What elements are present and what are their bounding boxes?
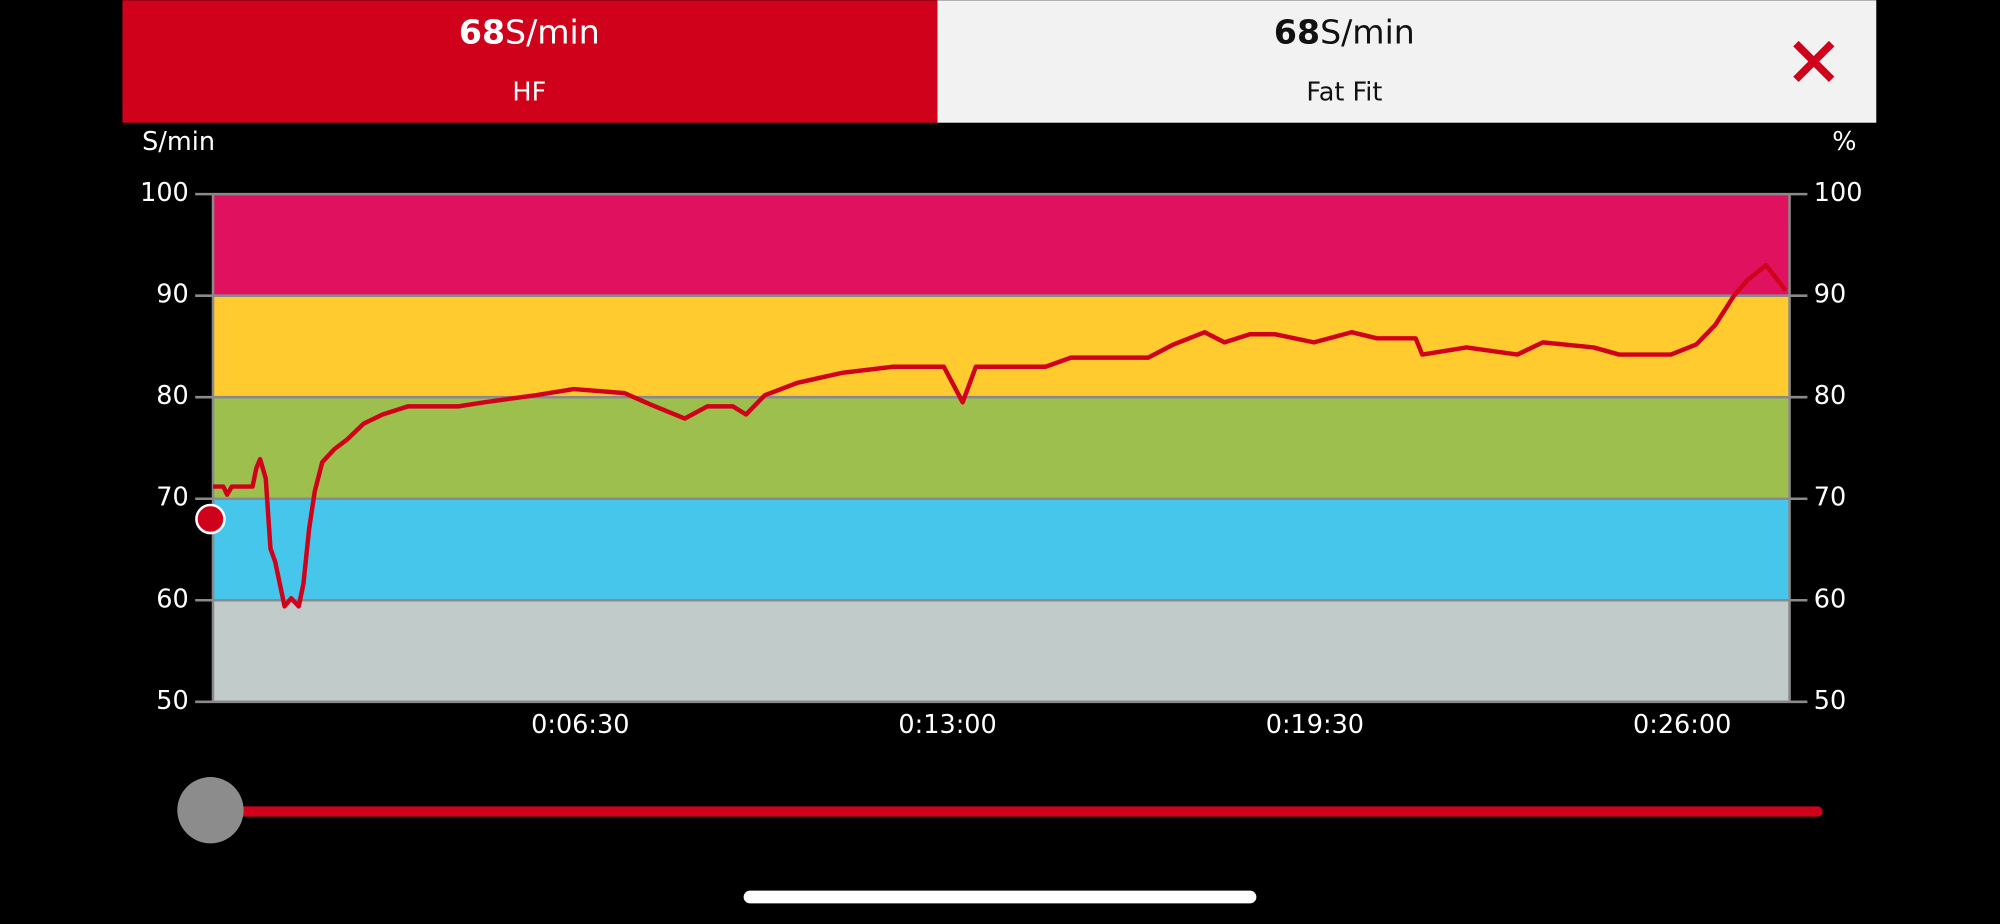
fatfit-label: Fat Fit: [1306, 77, 1382, 107]
y2-tick-label: 70: [1814, 483, 1846, 513]
y2-tick-label: 50: [1814, 686, 1846, 716]
close-button[interactable]: [1793, 40, 1835, 83]
current-marker: [195, 503, 226, 535]
y-axis-title: S/min: [142, 127, 215, 157]
y2-tick-label: 100: [1814, 178, 1863, 208]
zone-band: [213, 295, 1790, 398]
hr-line: [213, 262, 1788, 609]
zone-band: [213, 600, 1790, 702]
hf-label: HF: [512, 77, 546, 107]
slider-knob[interactable]: [177, 777, 244, 844]
y-tick-label: 80: [156, 381, 188, 411]
x-tick-label: 0:13:00: [898, 710, 996, 740]
x-tick-label: 0:26:00: [1633, 710, 1731, 740]
y2-tick-label: 80: [1814, 381, 1846, 411]
fatfit-tab[interactable]: [937, 0, 1877, 123]
hf-value: 68S/min: [459, 12, 600, 51]
fatfit-value: 68S/min: [1274, 12, 1415, 51]
hf-tab[interactable]: [122, 0, 938, 123]
y-tick-label: 100: [140, 178, 189, 208]
zone-band: [213, 397, 1790, 499]
y-tick-label: 90: [156, 280, 188, 310]
zone-band: [213, 194, 1790, 296]
y-tick-label: 60: [156, 584, 188, 614]
x-tick-label: 0:19:30: [1266, 710, 1364, 740]
y2-tick-label: 90: [1814, 280, 1846, 310]
y2-tick-label: 60: [1814, 584, 1846, 614]
home-indicator: [743, 890, 1257, 904]
zone-band: [213, 498, 1790, 601]
x-tick-label: 0:06:30: [531, 710, 629, 740]
plot: 100 90 80 70 60 50 100 90 80 70 60 50 0:06:30 0:13:00…: [140, 178, 1862, 740]
y-tick-label: 50: [156, 686, 188, 716]
y-tick-label: 70: [156, 483, 188, 513]
y2-axis-title: %: [1832, 127, 1856, 157]
